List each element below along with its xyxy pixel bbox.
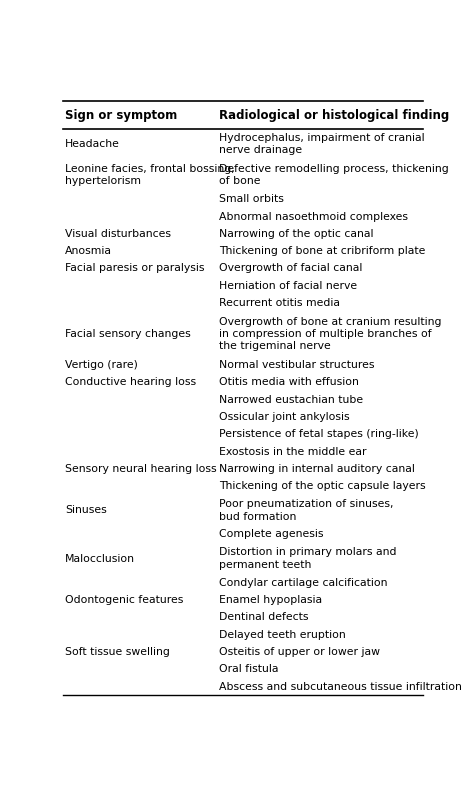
Text: Delayed teeth eruption: Delayed teeth eruption xyxy=(219,630,346,640)
Text: Anosmia: Anosmia xyxy=(65,246,112,256)
Text: Sign or symptom: Sign or symptom xyxy=(65,109,177,121)
Text: Otitis media with effusion: Otitis media with effusion xyxy=(219,377,359,387)
Text: Ossicular joint ankylosis: Ossicular joint ankylosis xyxy=(219,412,350,422)
Text: Recurrent otitis media: Recurrent otitis media xyxy=(219,298,340,308)
Text: Vertigo (rare): Vertigo (rare) xyxy=(65,360,137,370)
Text: Normal vestibular structures: Normal vestibular structures xyxy=(219,360,374,370)
Text: Soft tissue swelling: Soft tissue swelling xyxy=(65,647,170,657)
Text: Facial paresis or paralysis: Facial paresis or paralysis xyxy=(65,264,204,273)
Text: Distortion in primary molars and
permanent teeth: Distortion in primary molars and permane… xyxy=(219,547,397,570)
Text: Overgrowth of bone at cranium resulting
in compression of multiple branches of
t: Overgrowth of bone at cranium resulting … xyxy=(219,317,442,352)
Text: Enamel hypoplasia: Enamel hypoplasia xyxy=(219,595,322,605)
Text: Narrowing of the optic canal: Narrowing of the optic canal xyxy=(219,229,374,239)
Text: Small orbits: Small orbits xyxy=(219,195,284,204)
Text: Leonine facies, frontal bossing,
hypertelorism: Leonine facies, frontal bossing, hyperte… xyxy=(65,164,235,187)
Text: Facial sensory changes: Facial sensory changes xyxy=(65,329,191,339)
Text: Narrowed eustachian tube: Narrowed eustachian tube xyxy=(219,395,363,405)
Text: Herniation of facial nerve: Herniation of facial nerve xyxy=(219,281,357,291)
Text: Headache: Headache xyxy=(65,139,119,149)
Text: Condylar cartilage calcification: Condylar cartilage calcification xyxy=(219,578,388,588)
Text: Persistence of fetal stapes (ring-like): Persistence of fetal stapes (ring-like) xyxy=(219,430,419,439)
Text: Exostosis in the middle ear: Exostosis in the middle ear xyxy=(219,446,366,457)
Text: Radiological or histological finding: Radiological or histological finding xyxy=(219,109,449,121)
Text: Poor pneumatization of sinuses,
bud formation: Poor pneumatization of sinuses, bud form… xyxy=(219,499,393,522)
Text: Oral fistula: Oral fistula xyxy=(219,665,279,674)
Text: Abnormal nasoethmoid complexes: Abnormal nasoethmoid complexes xyxy=(219,211,408,222)
Text: Malocclusion: Malocclusion xyxy=(65,553,135,564)
Text: Overgrowth of facial canal: Overgrowth of facial canal xyxy=(219,264,363,273)
Text: Defective remodelling process, thickening
of bone: Defective remodelling process, thickenin… xyxy=(219,164,449,187)
Text: Visual disturbances: Visual disturbances xyxy=(65,229,171,239)
Text: Hydrocephalus, impairment of cranial
nerve drainage: Hydrocephalus, impairment of cranial ner… xyxy=(219,133,425,156)
Text: Osteitis of upper or lower jaw: Osteitis of upper or lower jaw xyxy=(219,647,380,657)
Text: Sensory neural hearing loss: Sensory neural hearing loss xyxy=(65,464,217,474)
Text: Sinuses: Sinuses xyxy=(65,505,107,515)
Text: Odontogenic features: Odontogenic features xyxy=(65,595,183,605)
Text: Dentinal defects: Dentinal defects xyxy=(219,612,309,622)
Text: Thickening of the optic capsule layers: Thickening of the optic capsule layers xyxy=(219,481,426,491)
Text: Narrowing in internal auditory canal: Narrowing in internal auditory canal xyxy=(219,464,415,474)
Text: Conductive hearing loss: Conductive hearing loss xyxy=(65,377,196,387)
Text: Complete agenesis: Complete agenesis xyxy=(219,530,324,539)
Text: Abscess and subcutaneous tissue infiltration: Abscess and subcutaneous tissue infiltra… xyxy=(219,681,462,692)
Text: Thickening of bone at cribriform plate: Thickening of bone at cribriform plate xyxy=(219,246,426,256)
